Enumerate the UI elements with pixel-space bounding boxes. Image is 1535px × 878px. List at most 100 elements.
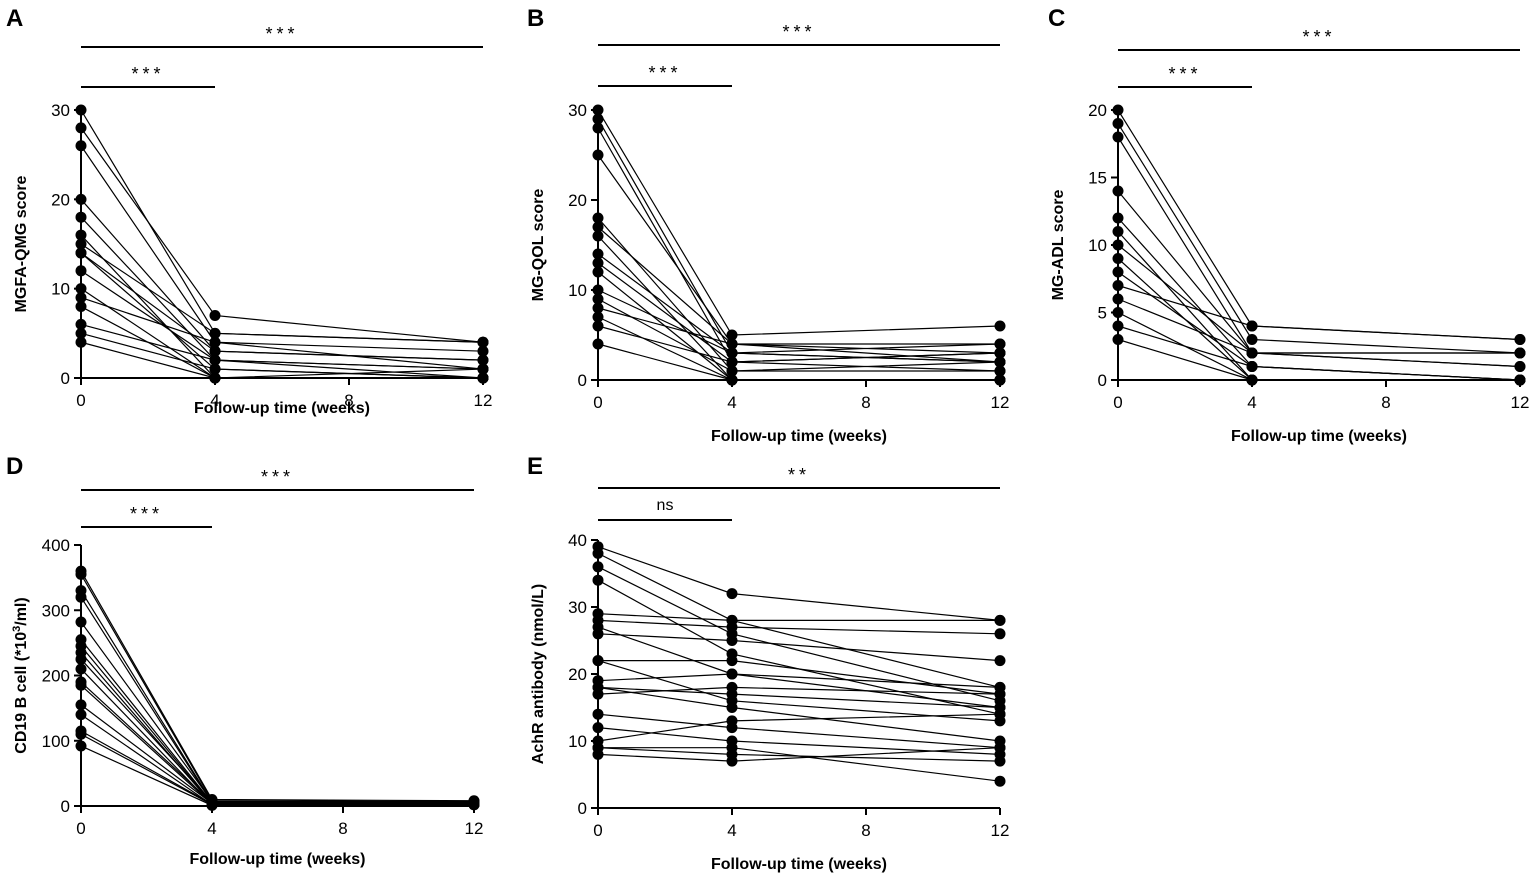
panel-e-data-point [592, 561, 604, 573]
panel-c-y-tick-label: 5 [1098, 304, 1107, 323]
panel-c-data-point [1246, 361, 1258, 372]
panel-a: A 0 4 8 12 0 10 20 30 Follow-up time (weeks) MGFA-… [6, 5, 492, 417]
panel-e-data-point [592, 628, 604, 640]
panel-c-data-point [1514, 334, 1526, 345]
panel-a-x-tick-label: 12 [474, 391, 493, 410]
panel-b-data-point [592, 311, 604, 323]
panel-b-data-point [726, 356, 738, 368]
panel-e-data-point [726, 742, 738, 754]
panel-b-letter: B [527, 5, 544, 32]
panel-a-data-point [75, 104, 87, 116]
panel-a-data-point [75, 292, 87, 304]
panel-c-data-point [1514, 374, 1526, 386]
panel-e-data-point [994, 688, 1006, 700]
panel-c-data-point [1514, 347, 1526, 359]
panel-a-data-point [209, 363, 221, 375]
panel-c-data-point [1246, 347, 1258, 359]
panel-a-data-point [209, 354, 221, 366]
panel-b-data-point [726, 329, 738, 341]
panel-a-data-point [75, 247, 87, 259]
panel-e-data-point [592, 688, 604, 700]
panel-b-x-tick-label: 4 [727, 393, 736, 412]
panel-a-data-point [477, 363, 489, 375]
panel-c-data-point [1112, 253, 1124, 264]
panel-e: E 0 4 8 12 0 10 20 30 40 Follow-up time (weeks) Ach… [527, 453, 1009, 873]
panel-d-y-tick-label: 0 [61, 797, 70, 816]
panel-e-data-point [592, 655, 604, 667]
panel-e-data-point [726, 755, 738, 767]
panel-c-significance-label: *** [1168, 64, 1201, 84]
panel-a-x-tick-label: 8 [344, 391, 353, 410]
panel-b-x-tick-label: 12 [991, 393, 1010, 412]
panel-b-data-point [592, 302, 604, 314]
panel-b-data-point [592, 266, 604, 278]
panel-d-data-point [75, 568, 87, 580]
panel-e-data-point [726, 621, 738, 633]
panel-e-y-tick-label: 0 [578, 799, 587, 818]
panel-b-y-tick-label: 30 [568, 101, 587, 120]
panel-d-y-tick-label: 400 [42, 536, 70, 555]
panel-c: C 0 4 8 12 0 5 10 15 20 Follow-up time (weeks) MG-A… [1048, 5, 1529, 445]
panel-e-data-point [994, 775, 1006, 787]
panel-b-data-point [592, 284, 604, 296]
panel-d-y-tick-label: 200 [42, 667, 70, 686]
panel-c-data-point [1514, 361, 1526, 372]
panel-c-y-tick-label: 20 [1088, 101, 1107, 120]
panel-a-data-point [209, 336, 221, 348]
panel-b-data-point [592, 113, 604, 125]
panel-d-data-point [75, 699, 87, 711]
panel-e-y-tick-label: 30 [568, 598, 587, 617]
panel-d-data-point [206, 799, 218, 811]
panel-c-data-point [1112, 239, 1124, 251]
panel-d-data-point [75, 728, 87, 740]
panel-c-data-point [1246, 334, 1258, 345]
panel-d-y-tick-label: 300 [42, 601, 70, 620]
panel-b-data-point [726, 347, 738, 359]
panel-b-data-point [726, 338, 738, 350]
panel-c-data-point [1112, 334, 1124, 345]
panel-b-data-point [592, 212, 604, 224]
panel-b-data-point [592, 257, 604, 269]
panel-c-significance-label: *** [1302, 27, 1335, 47]
panel-d-data-point [468, 799, 480, 811]
panel-d-y-title: CD19 B cell (*103/ml) [11, 597, 30, 753]
panel-d-x-tick-label: 0 [76, 819, 85, 838]
panel-c-data-point [1112, 307, 1124, 318]
panel-b-data-point [592, 221, 604, 233]
panel-a-data-point [75, 122, 87, 134]
panel-e-data-point [726, 668, 738, 680]
panel-a-data-point [75, 336, 87, 348]
panel-d: D 0 4 8 12 0 100 200 300 400 Follow-up time (weeks… [6, 453, 483, 868]
panel-e-data-point [726, 715, 738, 727]
panel-b: B 0 4 8 12 0 10 20 30 Follow-up time (weeks) MG-QO… [527, 5, 1009, 445]
panel-a-data-point [75, 283, 87, 295]
panel-c-y-tick-label: 0 [1098, 371, 1107, 390]
panel-c-data-point [1112, 104, 1124, 116]
panel-d-data-point [75, 740, 87, 752]
panel-d-significance-label: *** [130, 504, 163, 524]
panel-a-data-point [75, 140, 87, 152]
panel-e-data-point [994, 708, 1006, 720]
panel-e-x-tick-label: 4 [727, 821, 736, 840]
panel-c-x-tick-label: 4 [1247, 393, 1256, 412]
panel-a-data-point [75, 238, 87, 250]
panel-e-y-title: AchR antibody (nmol/L) [530, 584, 547, 764]
panel-d-y-title-sup: 3 [11, 626, 23, 632]
panel-e-data-point [592, 708, 604, 720]
panel-a-data-point [477, 336, 489, 348]
panel-b-y-title: MG-QOL score [530, 189, 547, 302]
panel-a-y-tick-label: 30 [51, 101, 70, 120]
panel-a-data-point [75, 318, 87, 330]
panel-e-data-point [994, 755, 1006, 767]
panel-b-data-point [592, 122, 604, 134]
panel-e-data-point [994, 614, 1006, 626]
panel-e-letter: E [527, 453, 543, 480]
panel-e-data-point [592, 547, 604, 559]
panel-b-data-point [726, 365, 738, 377]
panel-a-significance-label: *** [131, 64, 164, 84]
panel-c-x-tick-label: 8 [1381, 393, 1390, 412]
panel-a-y-tick-label: 20 [51, 190, 70, 209]
panel-b-data-point [994, 365, 1006, 377]
panel-d-y-title-suffix: /ml) [13, 597, 30, 625]
